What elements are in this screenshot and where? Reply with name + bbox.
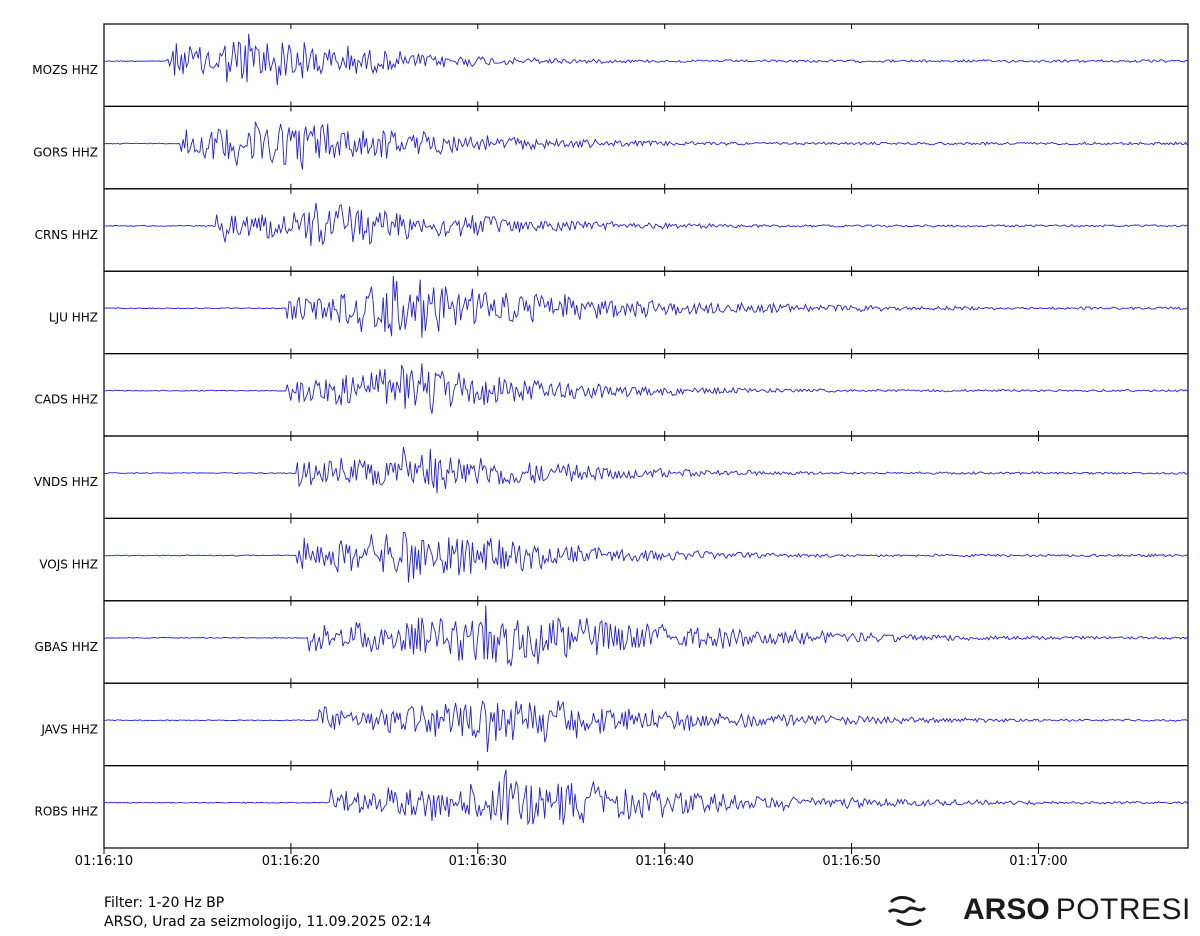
brand-name-strong: ARSO [963,893,1050,926]
trace-lines [103,33,1188,826]
trace-panel [103,600,1189,684]
brand-name-light: POTRESI [1055,893,1191,926]
trace-panel [103,353,1189,437]
station-labels: MOZS HHZ GORS HHZ CRNS HHZ LJU HHZ CADS HHZ V… [32,63,98,819]
filter-label: Filter: 1-20 Hz BP [104,895,225,911]
x-tick-label: 01:16:40 [635,854,693,869]
x-tick-label: 01:16:10 [75,854,133,869]
trace-panel [103,270,1189,355]
trace-vnds-hhz [103,446,1188,494]
trace-panel [103,517,1189,602]
station-label: GBAS HHZ [35,640,98,654]
x-tick-label: 01:16:50 [822,854,880,869]
station-label: CRNS HHZ [35,228,98,242]
trace-gbas-hhz [104,605,1188,667]
station-label: LJU HHZ [49,310,98,324]
time-axis: 01:16:10 01:16:20 01:16:30 01:16:40 01:16:50… [75,848,1068,869]
trace-panel [103,682,1189,767]
trace-robs-hhz [103,769,1188,826]
trace-crns-hhz [103,202,1188,246]
trace-panel [103,23,1189,108]
footer-info: Filter: 1-20 Hz BP ARSO, Urad za seizmol… [104,894,431,932]
trace-panel [103,105,1189,190]
source-label: ARSO, Urad za seizmologijo, 11.09.2025 0… [104,914,432,930]
seismogram-plot: MOZS HHZ GORS HHZ CRNS HHZ LJU HHZ CADS HHZ V… [32,23,1189,869]
x-tick-label: 01:17:00 [1009,854,1067,869]
station-label: JAVS HHZ [40,722,98,736]
trace-lju-hhz [103,275,1188,338]
station-label: VOJS HHZ [39,557,98,571]
x-tick-label: 01:16:30 [449,854,507,869]
brand-logo: ARSO POTRESI [885,890,1191,930]
x-tick-label: 01:16:20 [262,854,320,869]
station-label: GORS HHZ [33,145,98,159]
station-label: MOZS HHZ [32,63,98,77]
trace-panel [103,764,1189,849]
trace-vojs-hhz [103,531,1188,583]
trace-cads-hhz [103,363,1188,414]
station-label: VNDS HHZ [34,475,98,489]
trace-panels [103,23,1189,849]
station-label: CADS HHZ [34,393,98,407]
station-label: ROBS HHZ [34,805,98,819]
trace-panel [103,435,1189,520]
trace-mozs-hhz [104,33,1188,86]
trace-javs-hhz [103,700,1188,753]
wave-logo-icon [887,896,927,926]
trace-gors-hhz [103,121,1188,170]
